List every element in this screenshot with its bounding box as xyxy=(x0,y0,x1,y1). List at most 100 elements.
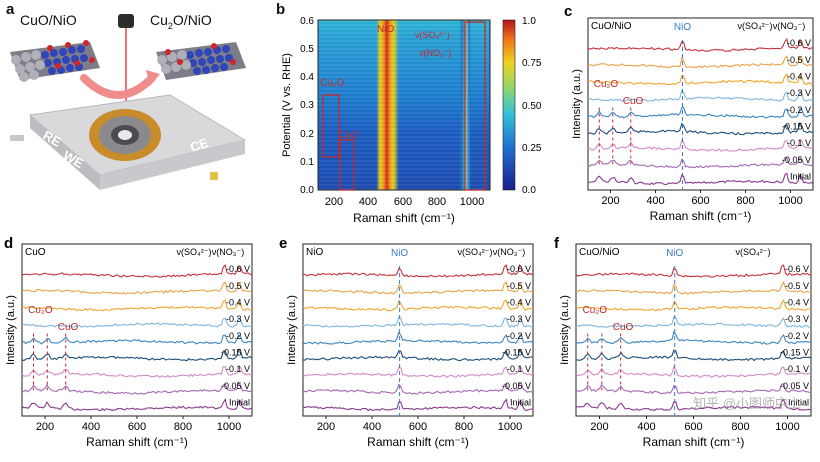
spectrum-line-f-0 xyxy=(575,264,812,278)
panel-label-b: b xyxy=(276,1,286,18)
peak-label-d-0: Cu₂O xyxy=(28,305,53,316)
cbar-tick-3: 0.25 xyxy=(522,143,542,154)
heat-xtick-1: 400 xyxy=(359,196,377,208)
heat-ytick-2: 0.4 xyxy=(300,72,314,83)
potential-label-d-4: -0.2 V xyxy=(226,331,250,341)
electrode-label-ce: CE xyxy=(188,135,210,155)
spectrum-line-c-5 xyxy=(587,121,814,136)
xtick-f-1: 400 xyxy=(637,421,655,433)
colorbar-ticks: 1.0 0.75 0.50 0.25 0.0 xyxy=(522,16,542,196)
spectrum-line-c-6 xyxy=(588,139,813,152)
cbar-tick-2: 0.50 xyxy=(522,101,542,112)
xlabel-f: Raman shift (cm⁻¹) xyxy=(643,435,745,449)
panel-f-spectra: f CuO/NiO -0.6 V -0.5 V -0.4 V -0.3 V -0.2 V -0… xyxy=(554,235,812,449)
xtick-d-1: 400 xyxy=(82,421,100,433)
potential-label-f-4: -0.2 V xyxy=(785,331,809,341)
potential-label-d-2: -0.4 V xyxy=(226,298,250,308)
heat-ytick-4: 0.2 xyxy=(300,129,314,140)
heatmap-x-ticks: 200 400 600 800 1000 xyxy=(325,196,484,208)
heatmap-ylabel: Potential (V vs. RHE) xyxy=(281,53,293,157)
cbar-tick-4: 0.0 xyxy=(522,185,536,196)
xtick-c-2: 600 xyxy=(691,195,709,207)
panel-label-e: e xyxy=(279,235,287,252)
spectrum-line-e-6 xyxy=(302,365,534,378)
xtick-e-3: 800 xyxy=(455,421,473,433)
panel-label-c: c xyxy=(564,3,572,20)
heatmap-plot-area xyxy=(318,20,490,190)
potential-label-c-5: -0.15 V xyxy=(782,122,811,132)
potential-label-d-3: -0.3 V xyxy=(226,314,250,324)
heatmap-no3-label: ν(NO₃⁻) xyxy=(419,48,451,58)
potential-label-c-4: -0.2 V xyxy=(787,105,811,115)
spectrum-line-e-4 xyxy=(302,331,534,345)
peak-label-c-1: Cu₂O xyxy=(594,79,619,90)
ion-label-e-1: ν(NO₃⁻) xyxy=(493,247,525,257)
ylabel-c: Intensity (a.u.) xyxy=(571,69,583,139)
ion-label-e-0: ν(SO₄²⁻) xyxy=(458,247,493,257)
spectrum-line-f-2 xyxy=(575,299,812,312)
heat-ytick-1: 0.5 xyxy=(300,44,314,55)
heat-ytick-3: 0.3 xyxy=(300,100,314,111)
potential-label-f-2: -0.4 V xyxy=(785,298,809,308)
cuo-nio-cluster xyxy=(10,40,100,82)
potential-label-d-6: -0.1 V xyxy=(226,364,250,374)
spectrum-line-e-8 xyxy=(302,398,534,412)
panel-title-f: CuO/NiO xyxy=(579,247,620,258)
cu2o-nio-cluster xyxy=(156,42,246,80)
spectrum-line-d-3 xyxy=(21,317,253,328)
heatmap-y-ticks: 0.6 0.5 0.4 0.3 0.2 0.1 0.0 xyxy=(300,16,314,196)
xtick-c-4: 1000 xyxy=(778,195,802,207)
xtick-d-0: 200 xyxy=(36,421,54,433)
potential-label-c-0: -0.6 V xyxy=(787,38,811,48)
potential-label-e-7: -0.05 V xyxy=(502,381,531,391)
potential-label-f-1: -0.5 V xyxy=(785,281,809,291)
potential-label-f-6: -0.1 V xyxy=(785,364,809,374)
panel-b: b xyxy=(270,0,565,230)
spectrum-line-e-3 xyxy=(302,316,534,329)
panel-label-a: a xyxy=(6,1,15,18)
spectrum-line-d-1 xyxy=(21,281,253,295)
spectrum-line-d-7 xyxy=(21,381,253,395)
xtick-f-0: 200 xyxy=(590,421,608,433)
cu2o-title-sub: 2 xyxy=(167,20,173,31)
spectrum-line-e-5 xyxy=(302,349,534,362)
spectrum-line-f-1 xyxy=(575,281,812,295)
plot-frame-d xyxy=(21,243,253,417)
spectrum-line-d-8 xyxy=(21,397,253,412)
transform-arrow-icon xyxy=(80,74,156,99)
panel-label-f: f xyxy=(554,235,560,252)
xtick-f-2: 600 xyxy=(684,421,702,433)
potential-label-e-0: -0.6 V xyxy=(507,264,531,274)
spectrum-line-c-0 xyxy=(587,37,814,52)
xtick-f-3: 800 xyxy=(731,421,749,433)
potential-label-e-8: Initial xyxy=(510,398,531,408)
potential-label-c-3: -0.3 V xyxy=(787,88,811,98)
panel-a: a CuO/NiO Cu2O/NiO xyxy=(0,0,270,215)
spectrum-line-f-3 xyxy=(575,316,812,328)
potential-label-f-8: Initial xyxy=(788,398,809,408)
xtick-c-1: 400 xyxy=(646,195,664,207)
cu2o-nio-title: Cu2O/NiO xyxy=(150,12,212,31)
heatmap-overlay: NiO Cu₂O CuO ν(SO₄²⁻) ν(NO₃⁻) 0.6 0.5 0.… xyxy=(281,16,542,225)
ion-label-f-0: ν(SO₄²⁻) xyxy=(736,247,771,257)
xtick-d-2: 600 xyxy=(128,421,146,433)
xtick-e-1: 400 xyxy=(363,421,381,433)
panel-c-spectra: c CuO/NiO -0.6 V -0.5 V -0.4 V -0.3 V -0.2 V -0… xyxy=(564,3,814,223)
ion-label-d-0: ν(SO₄²⁻) xyxy=(177,247,212,257)
potential-label-e-2: -0.4 V xyxy=(507,298,531,308)
potential-label-e-3: -0.3 V xyxy=(507,314,531,324)
heat-ytick-0: 0.6 xyxy=(300,16,314,27)
potential-label-d-8: Initial xyxy=(229,398,250,408)
heat-xtick-3: 800 xyxy=(428,196,446,208)
spectrum-line-c-1 xyxy=(587,55,814,69)
ion-box xyxy=(464,21,486,191)
cu2o-title-rest: O/NiO xyxy=(172,12,212,28)
xtick-e-4: 1000 xyxy=(498,421,522,433)
spectrum-line-e-1 xyxy=(302,281,534,295)
watermark-f: 知乎 @小图师中上 xyxy=(693,396,801,411)
potential-label-c-2: -0.4 V xyxy=(787,72,811,82)
heat-xtick-2: 600 xyxy=(394,196,412,208)
peak-label-d-1: CuO xyxy=(58,322,79,333)
peak-label-f-0: NiO xyxy=(666,248,683,259)
heatmap-so4-label: ν(SO₄²⁻) xyxy=(415,30,450,40)
